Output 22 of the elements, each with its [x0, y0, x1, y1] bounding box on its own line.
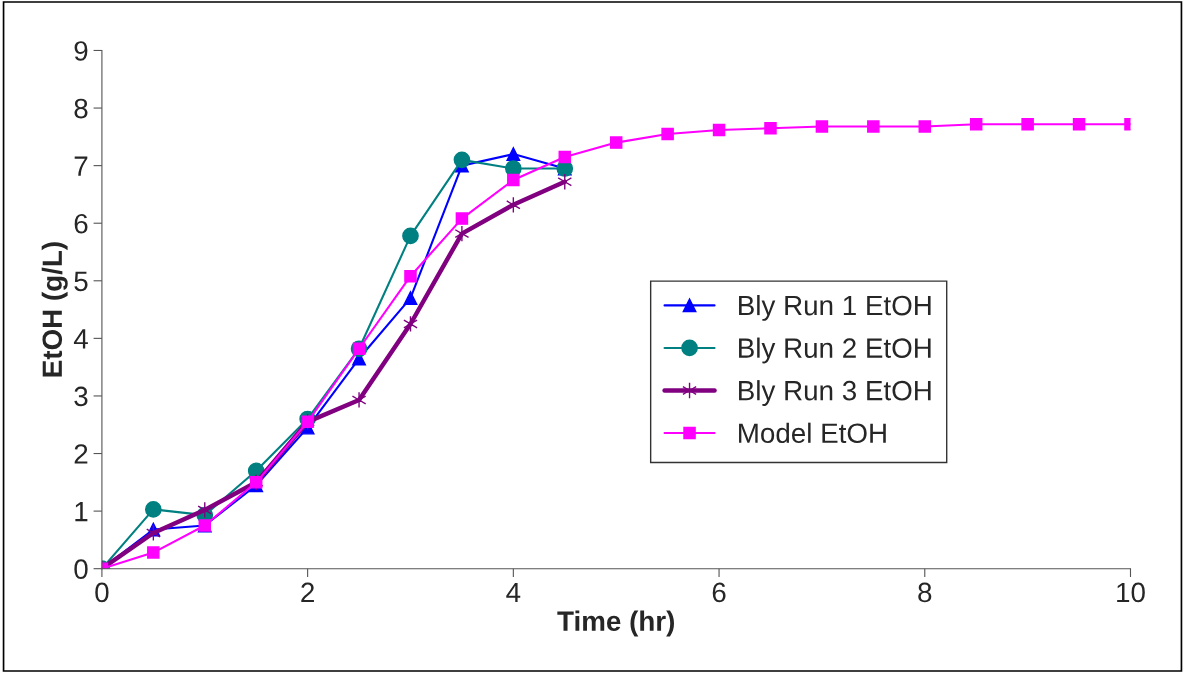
x-tick-label: 8 — [918, 582, 932, 603]
y-tick-label: 3 — [74, 386, 88, 407]
x-tick-label: 4 — [506, 582, 521, 603]
x-tick-label: 6 — [712, 582, 726, 603]
y-tick-label: 8 — [74, 98, 88, 119]
y-tick-label: 7 — [74, 156, 88, 176]
x-tick-label: 0 — [95, 582, 109, 603]
legend-label: Bly Run 3 EtOH — [739, 380, 931, 406]
y-tick-label: 1 — [75, 502, 88, 522]
x-tick-label: 2 — [301, 582, 314, 603]
legend-label: Bly Run 1 EtOH — [739, 294, 931, 321]
y-tick-label: 9 — [74, 41, 88, 61]
legend-label: Bly Run 2 EtOH — [739, 337, 931, 364]
legend-label: Model EtOH — [739, 422, 886, 444]
y-tick-label: 6 — [74, 213, 88, 234]
y-tick-label: 0 — [74, 559, 88, 580]
y-tick-label: 4 — [73, 329, 88, 349]
y-tick-label: 2 — [74, 444, 88, 464]
x-axis-title: Time (hr) — [557, 610, 674, 637]
y-tick-label: 5 — [74, 271, 88, 292]
y-axis-title: EtOH (g/L) — [41, 242, 68, 377]
x-tick-label: 10 — [1117, 582, 1145, 603]
